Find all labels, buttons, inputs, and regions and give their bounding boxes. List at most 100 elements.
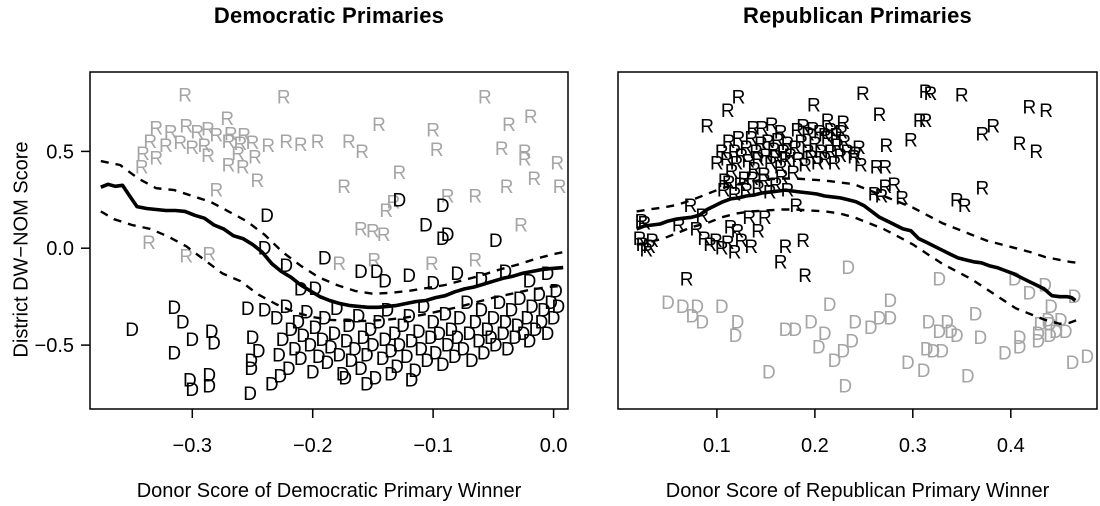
- democratic-letter-marker: D: [535, 312, 549, 333]
- republican-letter-marker: R: [430, 140, 444, 161]
- democratic-letter-marker: D: [393, 190, 407, 211]
- republican-letter-marker: R: [311, 132, 325, 153]
- republican-letter-marker: R: [790, 121, 804, 142]
- republican-letter-marker: R: [830, 125, 844, 146]
- democratic-letter-marker: D: [202, 366, 216, 387]
- democratic-letter-marker: D: [917, 361, 931, 382]
- democratic-letter-marker: D: [312, 347, 326, 368]
- democratic-letter-marker: D: [1023, 283, 1037, 304]
- republican-letter-marker: R: [248, 148, 262, 169]
- democratic-letter-marker: D: [288, 340, 302, 361]
- democratic-letter-marker: D: [429, 343, 443, 364]
- y-axis-tick-label: 0.5: [46, 141, 74, 163]
- democratic-letter-marker: D: [998, 343, 1012, 364]
- democratic-letter-marker: D: [836, 341, 850, 362]
- republican-letter-marker: R: [236, 157, 250, 178]
- republican-letter-marker: R: [761, 132, 775, 153]
- republican-letter-marker: R: [745, 169, 759, 190]
- republican-letter-marker: R: [700, 117, 714, 138]
- republican-letter-marker: R: [149, 149, 163, 170]
- democratic-letter-marker: D: [294, 349, 308, 370]
- x-axis-tick-label: −0.1: [413, 435, 452, 457]
- republican-letter-marker: R: [798, 156, 812, 177]
- republican-letter-marker: R: [1029, 142, 1043, 163]
- democratic-letter-marker: D: [316, 330, 330, 351]
- republican-letter-marker: R: [279, 132, 293, 153]
- republican-letter-marker: R: [680, 270, 694, 291]
- x-axis-tick-label: 0.3: [899, 435, 927, 457]
- republican-letter-marker: R: [804, 148, 818, 169]
- republican-letter-marker: R: [715, 239, 729, 260]
- lower-confidence-band-line: [636, 208, 1078, 325]
- republican-letter-marker: R: [709, 231, 723, 252]
- democratic-letter-marker: D: [1059, 322, 1073, 343]
- republican-letter-marker: R: [771, 130, 785, 151]
- republican-letter-marker: R: [550, 154, 564, 175]
- y-axis-tick-label: −0.5: [35, 335, 74, 357]
- democratic-letter-marker: D: [690, 297, 704, 318]
- republican-letter-marker: R: [751, 221, 765, 242]
- democratic-letter-marker: D: [405, 332, 419, 353]
- democratic-letter-marker: D: [544, 293, 558, 314]
- republican-letter-marker: R: [468, 250, 482, 271]
- republican-letter-marker: R: [159, 136, 173, 157]
- republican-letter-marker: R: [741, 152, 755, 173]
- democratic-letter-marker: D: [499, 312, 513, 333]
- democratic-letter-marker: D: [282, 359, 296, 380]
- republican-letter-marker: R: [847, 148, 861, 169]
- republican-letter-marker: R: [721, 101, 735, 122]
- democratic-letter-marker: D: [532, 285, 546, 306]
- republican-letter-marker: R: [919, 111, 933, 132]
- republican-letter-marker: R: [277, 88, 291, 109]
- republican-letter-marker: R: [834, 146, 848, 167]
- democratic-letter-marker: D: [344, 351, 358, 372]
- republican-letter-marker: R: [774, 157, 788, 178]
- x-axis-tick-label: −0.3: [173, 435, 212, 457]
- x-axis-label-democratic: Donor Score of Democratic Primary Winner: [136, 480, 522, 502]
- republican-letter-marker: R: [732, 128, 746, 149]
- democratic-letter-marker: D: [265, 374, 279, 395]
- democratic-letter-marker: D: [496, 324, 510, 345]
- democratic-letter-marker: D: [167, 343, 181, 364]
- democratic-letter-marker: D: [541, 324, 555, 345]
- democratic-letter-marker: D: [272, 345, 286, 366]
- democratic-letter-marker: D: [456, 340, 470, 361]
- democratic-letter-marker: D: [300, 303, 314, 324]
- democratic-letter-marker: D: [384, 365, 398, 386]
- democratic-letter-marker: D: [360, 374, 374, 395]
- republican-letter-marker: R: [976, 179, 990, 200]
- republican-letter-marker: R: [224, 125, 238, 146]
- republican-letter-marker: R: [173, 133, 187, 154]
- republican-letter-marker: R: [354, 219, 368, 240]
- democratic-letter-marker: D: [961, 367, 975, 388]
- democratic-letter-marker: D: [935, 341, 949, 362]
- democratic-letter-marker: D: [762, 363, 776, 384]
- democratic-letter-marker: D: [246, 328, 260, 349]
- democratic-letter-marker: D: [244, 351, 258, 372]
- y-axis-tick-label: 0.0: [46, 238, 74, 260]
- republican-letter-marker: R: [958, 196, 972, 217]
- democratic-letter-marker: D: [969, 305, 983, 326]
- democratic-letter-marker: D: [1031, 332, 1045, 353]
- republican-letter-marker: R: [425, 254, 439, 275]
- democratic-letter-marker: D: [1013, 338, 1027, 359]
- democratic-letter-marker: D: [424, 328, 438, 349]
- republican-letter-marker: R: [757, 165, 771, 186]
- democratic-letter-marker: D: [922, 312, 936, 333]
- democratic-letter-marker: D: [185, 380, 199, 401]
- democratic-letter-marker: D: [273, 367, 287, 388]
- republican-letter-marker: R: [136, 144, 150, 165]
- democratic-letter-marker: D: [336, 365, 350, 386]
- republican-letter-marker: R: [710, 154, 724, 175]
- republican-letter-marker: R: [852, 138, 866, 159]
- democratic-letter-marker: D: [244, 359, 258, 380]
- democratic-letter-marker: D: [207, 334, 221, 355]
- republican-letter-marker: R: [222, 132, 236, 153]
- republican-letter-marker: R: [751, 150, 765, 171]
- democratic-letter-marker: D: [974, 328, 988, 349]
- republican-letter-marker: R: [164, 123, 178, 144]
- republican-letter-marker: R: [742, 208, 756, 229]
- democratic-letter-marker: D: [328, 324, 342, 345]
- republican-letter-marker: R: [367, 250, 381, 271]
